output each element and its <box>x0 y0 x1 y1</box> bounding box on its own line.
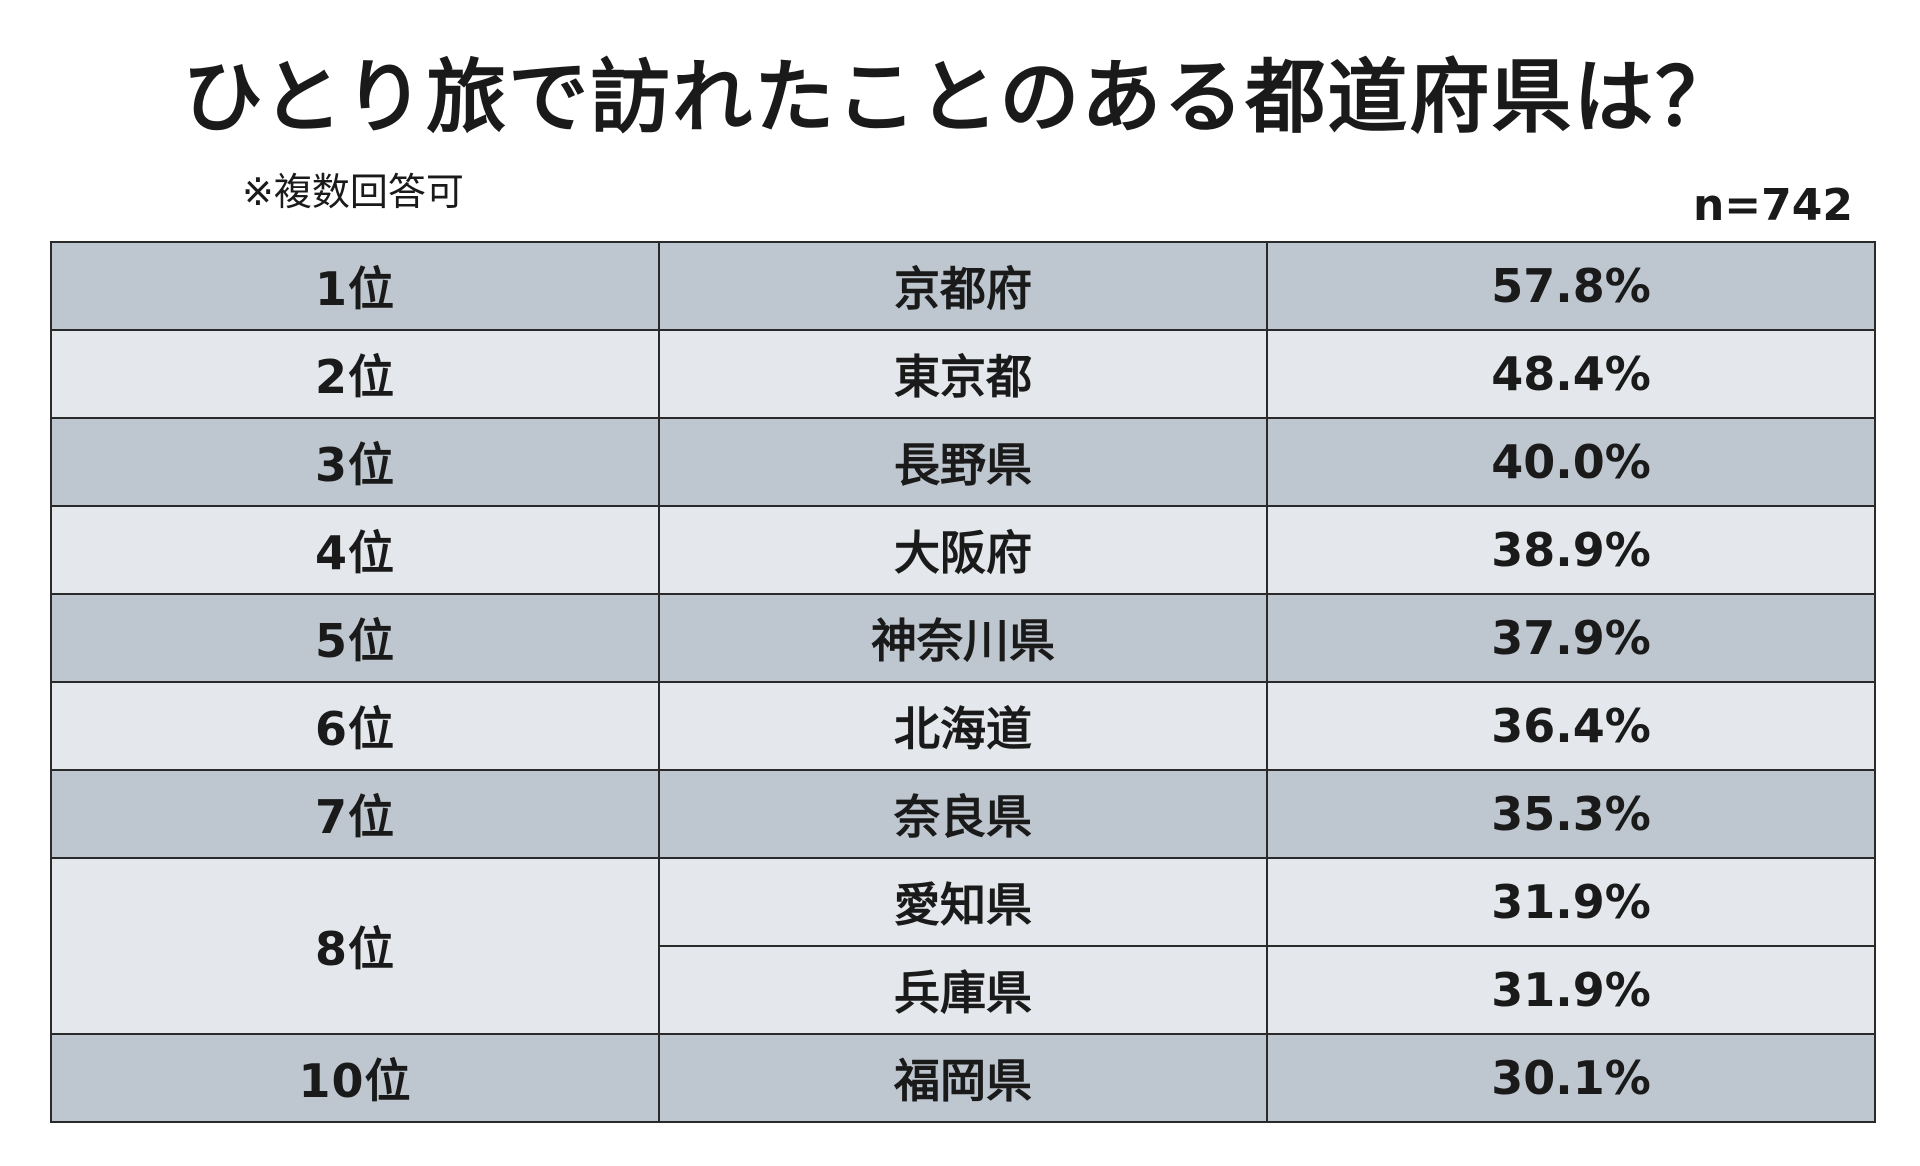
percent-cell: 36.4% <box>1266 681 1876 771</box>
prefecture-cell: 福岡県 <box>658 1033 1268 1123</box>
rank-cell: 8位 <box>50 857 660 1035</box>
table-row: 7位 奈良県 35.3% <box>50 769 1876 859</box>
prefecture-cell: 東京都 <box>658 329 1268 419</box>
table-row: 8位 愛知県 31.9% <box>50 857 1876 1035</box>
table-row: 兵庫県 31.9% <box>51 945 1876 1035</box>
rank-cell: 7位 <box>50 769 660 859</box>
rank-cell: 2位 <box>50 329 660 419</box>
percent-cell: 48.4% <box>1266 329 1876 419</box>
ranking-table: 1位 京都府 57.8% 2位 東京都 48.4% 3位 長野県 40.0% 4… <box>50 241 1876 1123</box>
percent-cell: 35.3% <box>1266 769 1876 859</box>
prefecture-cell: 愛知県 <box>658 857 1268 947</box>
prefecture-cell: 神奈川県 <box>658 593 1268 683</box>
percent-cell: 30.1% <box>1266 1033 1876 1123</box>
percent-cell: 38.9% <box>1266 505 1876 595</box>
table-row: 2位 東京都 48.4% <box>50 329 1876 419</box>
prefecture-cell: 大阪府 <box>658 505 1268 595</box>
table-row: 4位 大阪府 38.9% <box>50 505 1876 595</box>
percent-cell: 40.0% <box>1266 417 1876 507</box>
multiple-answer-note: ※複数回答可 <box>242 170 464 214</box>
prefecture-cell: 兵庫県 <box>658 945 1268 1035</box>
percent-cell: 31.9% <box>1266 857 1876 947</box>
sample-size: n=742 <box>1692 180 1853 231</box>
prefecture-cell: 奈良県 <box>658 769 1268 859</box>
chart-title: ひとり旅で訪れたことのある都道府県は？ <box>182 51 1738 144</box>
prefecture-cell: 長野県 <box>658 417 1268 507</box>
table-row: 3位 長野県 40.0% <box>50 417 1876 507</box>
percent-cell: 57.8% <box>1266 241 1876 331</box>
table-row: 6位 北海道 36.4% <box>50 681 1876 771</box>
table-row: 5位 神奈川県 37.9% <box>50 593 1876 683</box>
rank-cell: 3位 <box>50 417 660 507</box>
rank-cell: 1位 <box>50 241 660 331</box>
rank-cell: 10位 <box>50 1033 660 1123</box>
percent-cell: 31.9% <box>1266 945 1876 1035</box>
rank-cell: 5位 <box>50 593 660 683</box>
percent-cell: 37.9% <box>1266 593 1876 683</box>
rank-cell: 4位 <box>50 505 660 595</box>
table-row: 10位 福岡県 30.1% <box>50 1033 1876 1123</box>
ranking-table-body: 1位 京都府 57.8% 2位 東京都 48.4% 3位 長野県 40.0% 4… <box>50 241 1876 1123</box>
prefecture-cell: 京都府 <box>658 241 1268 331</box>
rank-cell: 6位 <box>50 681 660 771</box>
prefecture-cell: 北海道 <box>658 681 1268 771</box>
table-row: 1位 京都府 57.8% <box>50 241 1876 331</box>
